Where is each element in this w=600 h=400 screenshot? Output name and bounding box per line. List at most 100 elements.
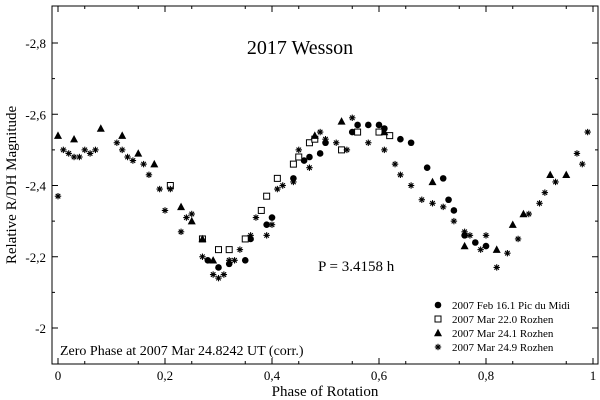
series-asterisk: [54, 114, 591, 282]
data-point: [579, 160, 586, 168]
data-point: [450, 217, 458, 225]
y-tick-label: -2,6: [25, 107, 46, 122]
data-point: [316, 128, 324, 136]
data-point: [445, 196, 452, 204]
data-point: [365, 121, 372, 129]
data-point: [76, 153, 83, 161]
data-point: [466, 232, 474, 239]
legend-label: 2007 Mar 24.9 Rozhen: [452, 342, 554, 354]
data-point: [113, 139, 121, 146]
data-point: [482, 242, 490, 250]
data-point: [300, 157, 308, 164]
legend-marker: [434, 315, 442, 323]
data-point: [70, 134, 79, 143]
data-point: [354, 128, 362, 136]
zero-phase-annotation: Zero Phase at 2007 Mar 24.8242 UT (corr.…: [60, 344, 304, 359]
data-point: [129, 157, 137, 164]
data-point: [333, 139, 340, 146]
period-annotation: P = 3.4158 h: [318, 259, 395, 275]
data-point: [241, 257, 249, 264]
data-point: [472, 239, 479, 246]
data-point: [461, 228, 468, 236]
data-point: [519, 209, 528, 218]
data-point: [204, 257, 212, 264]
data-point: [263, 221, 270, 228]
data-point: [492, 245, 501, 253]
data-point: [118, 131, 127, 139]
data-point: [225, 246, 233, 254]
data-point: [562, 170, 571, 179]
legend-label: 2007 Feb 16.1 Pic du Midi: [452, 300, 570, 312]
data-point: [310, 131, 319, 139]
data-point: [493, 264, 500, 271]
data-point: [252, 214, 260, 221]
legend: 2007 Feb 16.1 Pic du Midi 2007 Mar 22.0 R…: [434, 300, 570, 354]
x-axis-label: Phase of Rotation: [272, 384, 379, 400]
data-point: [573, 150, 581, 157]
data-point: [514, 235, 522, 243]
data-point: [508, 220, 517, 228]
legend-marker: [434, 301, 442, 309]
y-axis-label: Relative R/DH Magnitude: [4, 106, 20, 265]
data-point: [397, 171, 404, 179]
data-point: [316, 150, 324, 157]
data-point: [150, 159, 159, 168]
data-point: [381, 146, 388, 154]
data-point: [536, 200, 543, 207]
data-point: [504, 249, 511, 257]
data-point: [54, 131, 62, 139]
series-filled-triangle: [54, 117, 571, 264]
data-point: [161, 207, 169, 214]
data-point: [460, 241, 469, 250]
data-point: [183, 214, 190, 221]
data-point: [215, 274, 222, 282]
data-point: [450, 207, 458, 214]
data-point: [546, 170, 555, 179]
data-point: [365, 139, 372, 146]
data-point: [391, 160, 399, 168]
data-point: [380, 127, 389, 136]
data-point: [439, 175, 447, 182]
x-tick-label: 0,2: [157, 368, 173, 383]
data-point: [226, 257, 233, 264]
data-point: [96, 124, 105, 132]
data-point: [584, 128, 591, 136]
x-tick-label: 0,8: [478, 368, 494, 383]
data-point: [552, 178, 559, 186]
data-point: [268, 221, 276, 228]
data-point: [305, 139, 313, 147]
data-point: [322, 135, 329, 143]
data-point: [209, 256, 218, 264]
data-point: [477, 246, 484, 253]
data-point: [349, 114, 356, 122]
data-point: [119, 146, 126, 154]
data-point: [65, 150, 72, 157]
data-point: [279, 182, 286, 189]
y-tick-label: -2,4: [25, 179, 46, 194]
data-point: [156, 185, 163, 193]
data-point: [343, 146, 351, 154]
data-point: [188, 210, 195, 218]
data-point: [407, 182, 415, 189]
legend-marker: [434, 343, 442, 351]
x-tick-label: 0,4: [264, 368, 281, 383]
data-point: [386, 132, 394, 140]
data-point: [429, 200, 436, 207]
data-point: [306, 164, 313, 171]
data-point: [231, 257, 238, 264]
y-tick-label: -2: [35, 321, 46, 336]
data-point: [167, 185, 174, 193]
x-tick-label: 0: [55, 368, 62, 383]
y-tick-label: -2,2: [25, 250, 46, 265]
data-point: [263, 232, 270, 239]
y-tick-label: -2,8: [25, 36, 46, 51]
data-point: [247, 232, 254, 239]
data-point: [482, 232, 490, 239]
data-point: [273, 174, 281, 182]
data-point: [418, 196, 425, 203]
data-point: [541, 189, 549, 196]
data-point: [348, 128, 356, 136]
data-point: [134, 149, 143, 157]
data-point: [198, 234, 207, 243]
